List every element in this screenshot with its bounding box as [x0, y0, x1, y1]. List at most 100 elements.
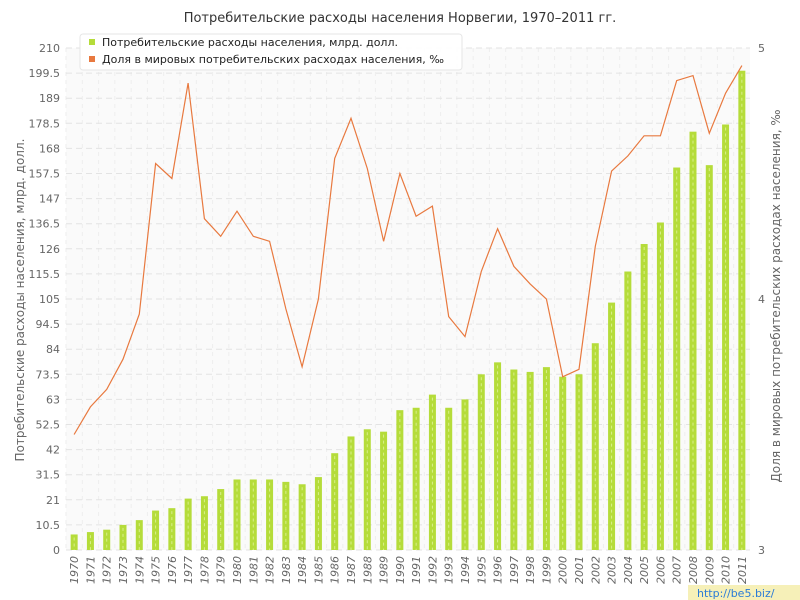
x-tick-label: 1975 [150, 556, 163, 584]
x-tick-label: 1980 [231, 556, 244, 584]
right-y-tick-label: 4 [758, 293, 765, 306]
x-tick-label: 1986 [329, 556, 342, 584]
left-y-tick-label: 84 [46, 343, 60, 356]
bar [347, 436, 355, 550]
left-y-tick-label: 168 [39, 142, 60, 155]
x-tick-label: 1992 [426, 556, 439, 584]
x-tick-label: 2009 [703, 556, 716, 584]
left-y-axis-label: Потребительские расходы населения, млрд.… [13, 139, 27, 462]
x-tick-label: 2011 [736, 556, 749, 584]
left-y-tick-label: 178.5 [29, 117, 61, 130]
watermark-text: http://be5.biz/ [697, 587, 775, 600]
left-y-tick-label: 199.5 [29, 67, 61, 80]
bar [135, 520, 143, 550]
bar [168, 508, 176, 550]
right-y-axis-label: Доля в мировых потребительских расходах … [769, 109, 783, 482]
left-y-tick-label: 73.5 [36, 368, 61, 381]
bar [70, 534, 78, 550]
left-y-tick-label: 105 [39, 293, 60, 306]
bar [640, 244, 648, 550]
x-tick-label: 1989 [378, 556, 391, 584]
bar [119, 524, 127, 550]
x-tick-label: 1971 [84, 556, 97, 584]
left-y-tick-label: 0 [53, 544, 60, 557]
left-y-tick-label: 147 [39, 193, 60, 206]
bar [331, 453, 339, 550]
x-tick-label: 1981 [247, 556, 260, 584]
left-y-tick-label: 126 [39, 243, 60, 256]
left-y-tick-label: 31.5 [36, 469, 61, 482]
bar [363, 429, 371, 550]
bar [705, 165, 713, 550]
x-tick-label: 2004 [622, 556, 635, 584]
x-tick-label: 1978 [198, 556, 211, 584]
x-tick-label: 1973 [117, 556, 130, 584]
left-y-tick-label: 10.5 [36, 519, 61, 532]
bar [624, 271, 632, 550]
left-y-tick-label: 189 [39, 92, 60, 105]
x-tick-label: 2003 [606, 556, 619, 584]
left-y-tick-label: 94.5 [36, 318, 61, 331]
bar-series [70, 70, 746, 550]
x-tick-label: 1976 [166, 556, 179, 584]
bar [722, 124, 730, 550]
x-tick-label: 1972 [101, 556, 114, 584]
share-line [73, 65, 743, 435]
left-y-tick-label: 210 [39, 42, 60, 55]
x-tick-label: 1988 [361, 556, 374, 584]
bar [559, 376, 567, 550]
left-y-tick-label: 63 [46, 393, 60, 406]
legend-bar-label: Потребительские расходы населения, млрд.… [102, 36, 398, 49]
x-tick-label: 2001 [573, 556, 586, 584]
legend-line-swatch [89, 56, 95, 62]
x-tick-label: 1993 [443, 556, 456, 584]
bar [591, 343, 599, 550]
x-tick-label: 1984 [296, 556, 309, 584]
chart-title: Потребительские расходы населения Норвег… [184, 11, 617, 26]
left-y-axis-ticks: 0 10.5 21 31.5 42 52.5 63 73.5 84 94.5 105 115.5 126… [29, 42, 61, 557]
bar [542, 367, 550, 550]
x-tick-label: 1970 [68, 556, 81, 584]
x-tick-label: 1983 [280, 556, 293, 584]
legend-box [79, 33, 463, 71]
left-y-tick-label: 52.5 [36, 419, 61, 432]
bar [217, 489, 225, 550]
x-tick-label: 2008 [687, 556, 700, 584]
bar [510, 369, 518, 550]
x-tick-label: 2002 [589, 556, 602, 584]
legend-bar-swatch [89, 39, 95, 45]
bar [184, 498, 192, 550]
x-tick-label: 1985 [312, 556, 325, 584]
x-tick-label: 1987 [345, 556, 358, 584]
bar [86, 532, 94, 550]
right-y-axis-ticks: 3 4 5 [758, 42, 765, 557]
legend-line-label: Доля в мировых потребительских расходах … [102, 53, 444, 66]
x-tick-label: 1979 [215, 556, 228, 584]
x-tick-label: 2006 [654, 556, 667, 584]
left-y-tick-label: 42 [46, 444, 60, 457]
x-tick-label: 1994 [459, 556, 472, 584]
x-tick-label: 1999 [540, 556, 553, 584]
left-y-tick-label: 21 [46, 494, 60, 507]
left-y-tick-label: 157.5 [29, 168, 61, 181]
left-y-tick-label: 115.5 [29, 268, 61, 281]
bar [298, 484, 306, 550]
legend: Потребительские расходы населения, млрд.… [79, 33, 463, 71]
x-tick-label: 1990 [394, 556, 407, 584]
x-tick-label: 1996 [492, 556, 505, 584]
x-tick-label: 1991 [410, 556, 423, 584]
x-tick-label: 1997 [508, 556, 521, 584]
bar [200, 496, 208, 550]
x-tick-label: 1974 [133, 556, 146, 584]
x-axis-ticks: 1970 1971 1972 1973 1974 1975 1976 1977 1978 1979… [68, 556, 749, 584]
watermark-background [688, 585, 800, 600]
horizontal-grid [66, 47, 750, 551]
right-y-tick-label: 3 [758, 544, 765, 557]
bar [656, 222, 664, 550]
x-tick-label: 2005 [638, 556, 651, 584]
x-tick-label: 1995 [475, 556, 488, 584]
line-series [73, 65, 743, 435]
x-tick-label: 2000 [557, 556, 570, 584]
